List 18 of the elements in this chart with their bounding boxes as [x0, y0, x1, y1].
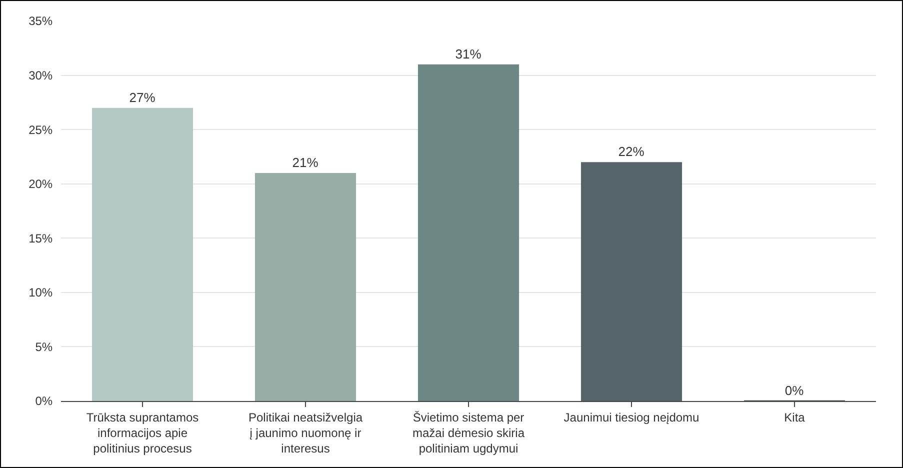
data-label: 27%: [129, 90, 156, 105]
data-label: 0%: [784, 383, 804, 398]
data-label: 22%: [618, 144, 645, 160]
data-label: 31%: [455, 46, 482, 62]
y-tick-label: 20%: [28, 177, 53, 192]
x-tick-label: Politikai neatsižvelgia į jaunimo nuomonę ir interesus: [248, 410, 363, 456]
y-tick-label: 5%: [35, 340, 53, 354]
x-tick-label: Kita: [784, 410, 806, 424]
y-tick-label: 35%: [28, 14, 53, 28]
x-tick-label: Švietimo sistema per mažai dėmesio skiria politiniam ugdymui: [412, 410, 525, 456]
data-label: 21%: [292, 155, 319, 170]
y-tick-label: 25%: [28, 122, 53, 137]
x-tick-label: Trūksta suprantamos informacijos apie politinius procesus: [86, 410, 199, 456]
y-tick-label: 10%: [28, 286, 53, 300]
y-tick-label: 15%: [28, 231, 53, 246]
x-tick-label: Jaunimui tiesiog neįdomu: [564, 410, 700, 424]
y-tick-label: 30%: [28, 68, 53, 82]
y-tick-label: 0%: [35, 394, 53, 408]
